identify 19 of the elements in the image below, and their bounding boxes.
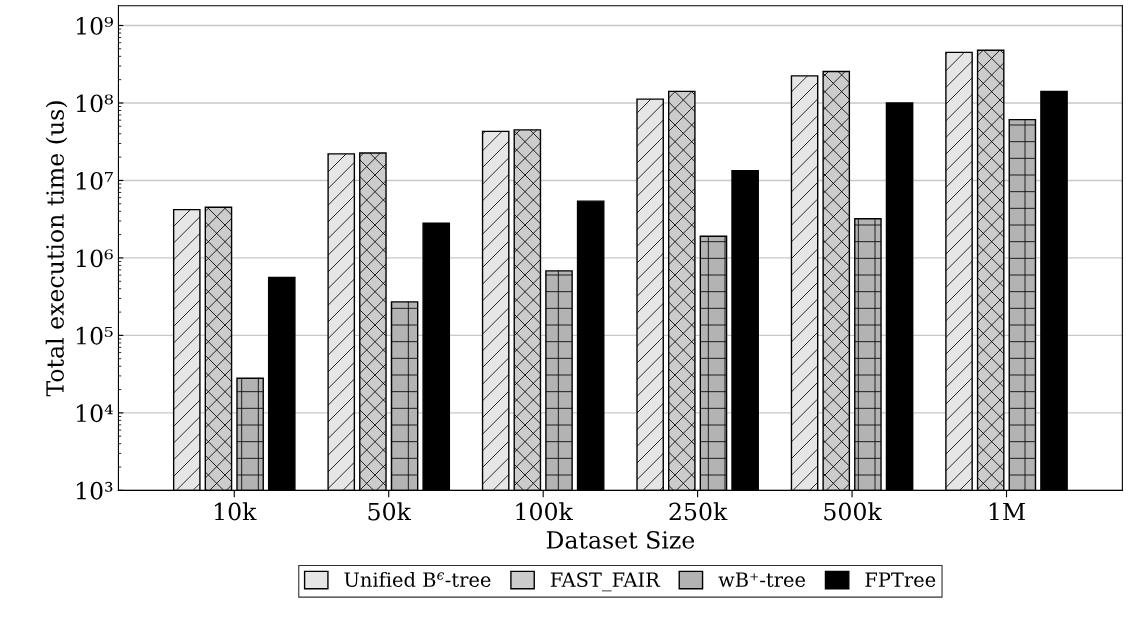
x-tick-label: 50k [368, 502, 412, 521]
y-tick-label: 10⁵ [76, 326, 113, 345]
y-tick-label: 10⁶ [76, 249, 113, 268]
legend-label: FAST_FAIR [550, 572, 661, 592]
legend-label: wB⁺-tree [718, 572, 806, 587]
y-axis-title: Total execution time (us) [45, 101, 68, 397]
y-tick-label: 10⁴ [76, 404, 113, 423]
x-tick-label: 500k [824, 502, 882, 521]
legend-label: FPTree [865, 572, 936, 587]
x-tick-label: 10k [214, 502, 257, 521]
x-tick-label: 250k [669, 502, 728, 521]
x-tick-label: 100k [516, 502, 574, 521]
y-tick-label: 10⁸ [76, 94, 113, 113]
y-tick-label: 10³ [76, 481, 113, 500]
x-tick-label: 1M [989, 502, 1025, 521]
y-tick-label: 10⁷ [76, 171, 113, 190]
legend-label: Unified B$^{ϵ}$-tree [344, 571, 491, 587]
x-axis-title: Dataset Size [546, 530, 695, 549]
y-tick-label: 10⁹ [76, 16, 113, 35]
